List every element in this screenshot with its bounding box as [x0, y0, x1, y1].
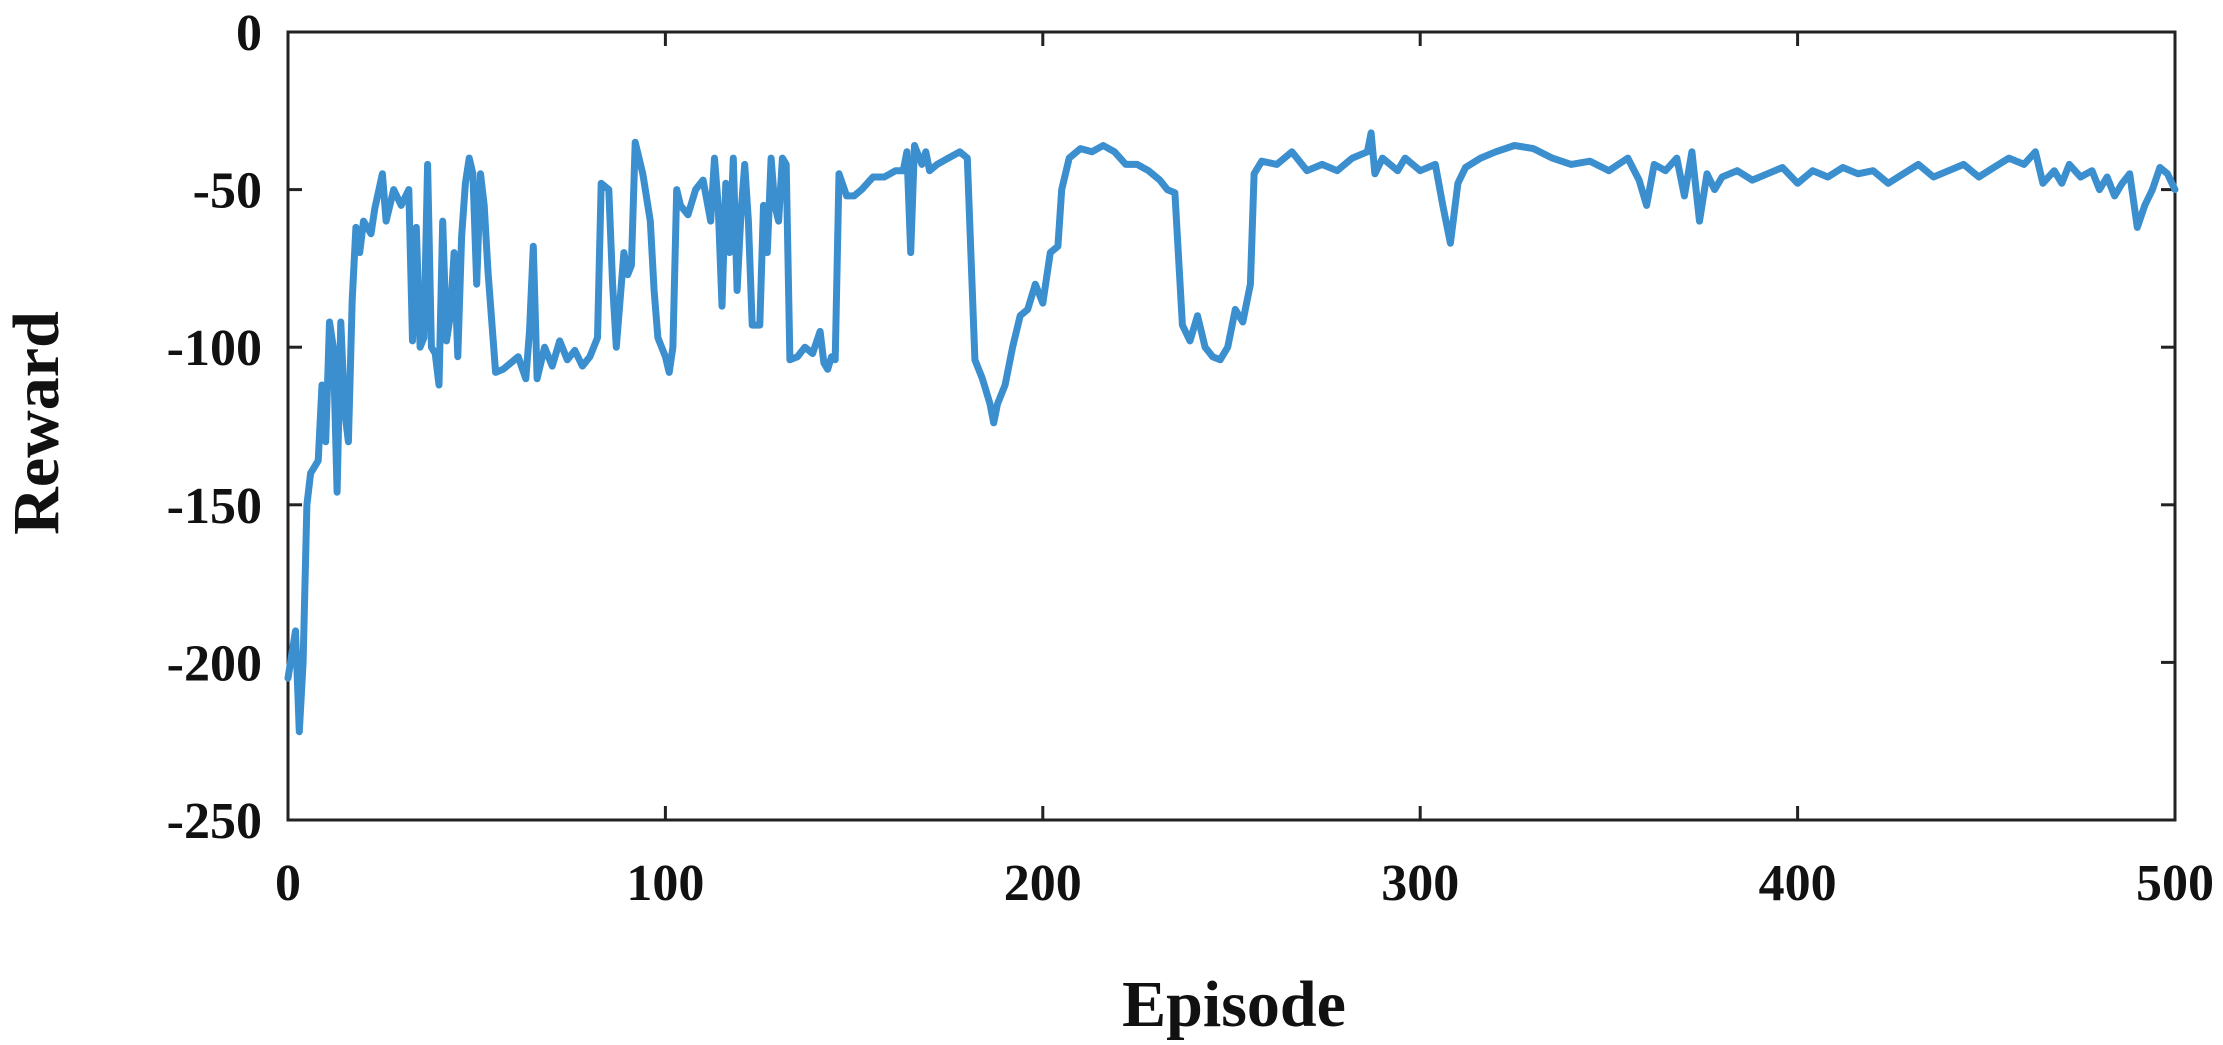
- x-tick-label: 300: [1381, 855, 1459, 912]
- y-tick-label: 0: [236, 5, 262, 62]
- y-tick-label: -100: [167, 320, 262, 377]
- tick-labels: 0 100 200 300 400 500 0 -50 -100 -150 -200 -250: [167, 5, 2214, 912]
- plot-area: [286, 30, 2177, 822]
- y-tick-label: -150: [167, 478, 262, 535]
- x-tick-label: 100: [626, 855, 704, 912]
- series-layer: [284, 129, 2179, 736]
- x-axis-label: Episode: [1122, 968, 1346, 1041]
- x-tick-label: 200: [1004, 855, 1082, 912]
- x-tick-label: 400: [1759, 855, 1837, 912]
- y-tick-label: -50: [193, 163, 262, 220]
- x-tick-label: 0: [275, 855, 301, 912]
- axis-ticks: [286, 30, 2177, 822]
- y-axis-label: Reward: [0, 311, 73, 535]
- y-tick-label: -250: [167, 793, 262, 850]
- plot-frame: [286, 30, 2177, 822]
- x-tick-label: 500: [2136, 855, 2214, 912]
- series-line-0: [284, 129, 2179, 736]
- y-tick-label: -200: [167, 635, 262, 692]
